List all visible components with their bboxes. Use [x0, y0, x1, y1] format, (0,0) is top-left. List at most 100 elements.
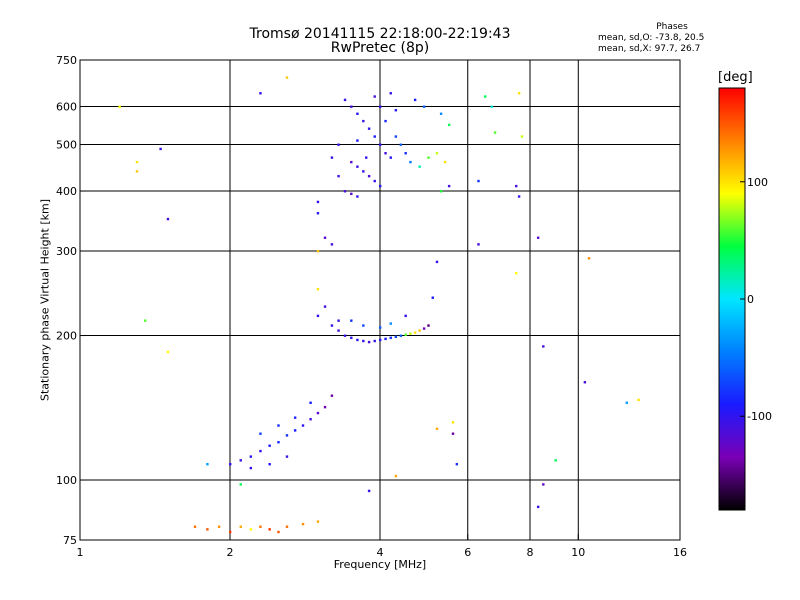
data-point: [362, 119, 365, 123]
data-point: [404, 333, 407, 336]
data-point: [239, 483, 242, 486]
data-point: [350, 105, 353, 108]
data-point: [399, 334, 403, 337]
data-point: [350, 319, 353, 322]
data-point: [542, 483, 545, 486]
y-tick-label: 100: [56, 474, 77, 487]
data-point: [389, 92, 392, 95]
data-point: [135, 160, 139, 164]
data-point: [477, 179, 480, 183]
data-point: [384, 152, 387, 155]
data-point: [316, 212, 320, 215]
data-point: [135, 170, 139, 173]
data-point: [542, 345, 545, 348]
data-point: [367, 127, 371, 130]
data-point: [293, 429, 297, 432]
data-point: [309, 401, 312, 404]
chart-title: Tromsø 20141115 22:18:00-22:19:43: [249, 26, 511, 42]
phase-o-stats: mean, sd,O: -73.8, 20.5: [598, 33, 705, 43]
data-point: [435, 427, 439, 430]
data-point: [409, 332, 412, 335]
x-tick-label: 10: [571, 546, 585, 559]
data-point: [343, 334, 347, 337]
data-point: [443, 160, 447, 164]
colorbar-tick-label: -100: [747, 410, 772, 423]
data-point: [239, 459, 242, 462]
data-point: [193, 525, 197, 528]
data-point: [239, 525, 242, 528]
data-point: [373, 95, 376, 98]
data-point: [517, 195, 521, 198]
data-point: [285, 455, 289, 458]
data-point: [451, 421, 455, 424]
x-tick-label: 8: [527, 546, 534, 559]
data-point: [536, 505, 540, 509]
data-point: [413, 98, 417, 102]
data-point: [285, 434, 289, 437]
data-point: [379, 184, 382, 188]
data-point: [484, 95, 487, 98]
data-point: [293, 416, 297, 419]
data-point: [365, 156, 368, 159]
data-point: [206, 528, 209, 531]
x-tick-label: 4: [377, 546, 384, 559]
data-point: [330, 324, 334, 327]
data-point: [379, 143, 382, 146]
data-point: [277, 530, 280, 534]
x-tick-label: 6: [464, 546, 471, 559]
data-point: [362, 170, 365, 173]
colorbar-ticks: 100 0 -100: [740, 176, 772, 423]
data-point: [399, 143, 403, 146]
data-points: [118, 76, 640, 534]
data-point: [520, 135, 524, 138]
data-point: [249, 528, 253, 531]
data-point: [268, 444, 271, 447]
data-point: [118, 105, 121, 108]
data-point: [316, 411, 320, 415]
x-axis-label: Frequency [MHz]: [333, 558, 427, 571]
data-point: [490, 105, 494, 108]
grid-lines: [80, 60, 680, 540]
data-point: [418, 165, 421, 168]
data-point: [301, 424, 305, 427]
data-point: [316, 314, 320, 318]
data-point: [229, 530, 232, 534]
data-point: [259, 92, 262, 95]
data-point: [384, 337, 387, 341]
data-point: [477, 243, 480, 246]
data-point: [587, 257, 591, 260]
data-point: [206, 462, 209, 466]
data-point: [379, 326, 382, 329]
data-point: [413, 331, 417, 334]
data-point: [384, 119, 387, 123]
data-point: [536, 236, 540, 239]
data-point: [451, 432, 455, 435]
data-point: [350, 192, 353, 196]
data-point: [330, 156, 334, 159]
colorbar-unit-label: [deg]: [718, 70, 753, 85]
data-point: [316, 200, 320, 204]
data-point: [143, 319, 147, 322]
y-tick-label: 75: [63, 534, 77, 547]
data-point: [277, 441, 280, 444]
data-point: [330, 243, 334, 246]
data-point: [330, 394, 334, 397]
y-axis-ticks: 75 100 200 300 400 500 600 750: [56, 54, 86, 547]
data-point: [517, 92, 521, 95]
data-point: [249, 466, 253, 470]
data-point: [259, 525, 262, 528]
data-point: [379, 105, 382, 108]
y-tick-label: 200: [56, 330, 77, 343]
phase-header: Phases: [656, 22, 688, 32]
y-tick-label: 500: [56, 139, 77, 152]
data-point: [389, 322, 392, 325]
data-point: [389, 156, 392, 159]
data-point: [435, 152, 439, 155]
data-point: [394, 135, 398, 138]
phase-x-stats: mean, sd,X: 97.7, 26.7: [598, 44, 701, 54]
data-point: [379, 338, 382, 342]
data-point: [515, 184, 518, 188]
data-point: [515, 271, 518, 275]
data-point: [373, 179, 376, 183]
